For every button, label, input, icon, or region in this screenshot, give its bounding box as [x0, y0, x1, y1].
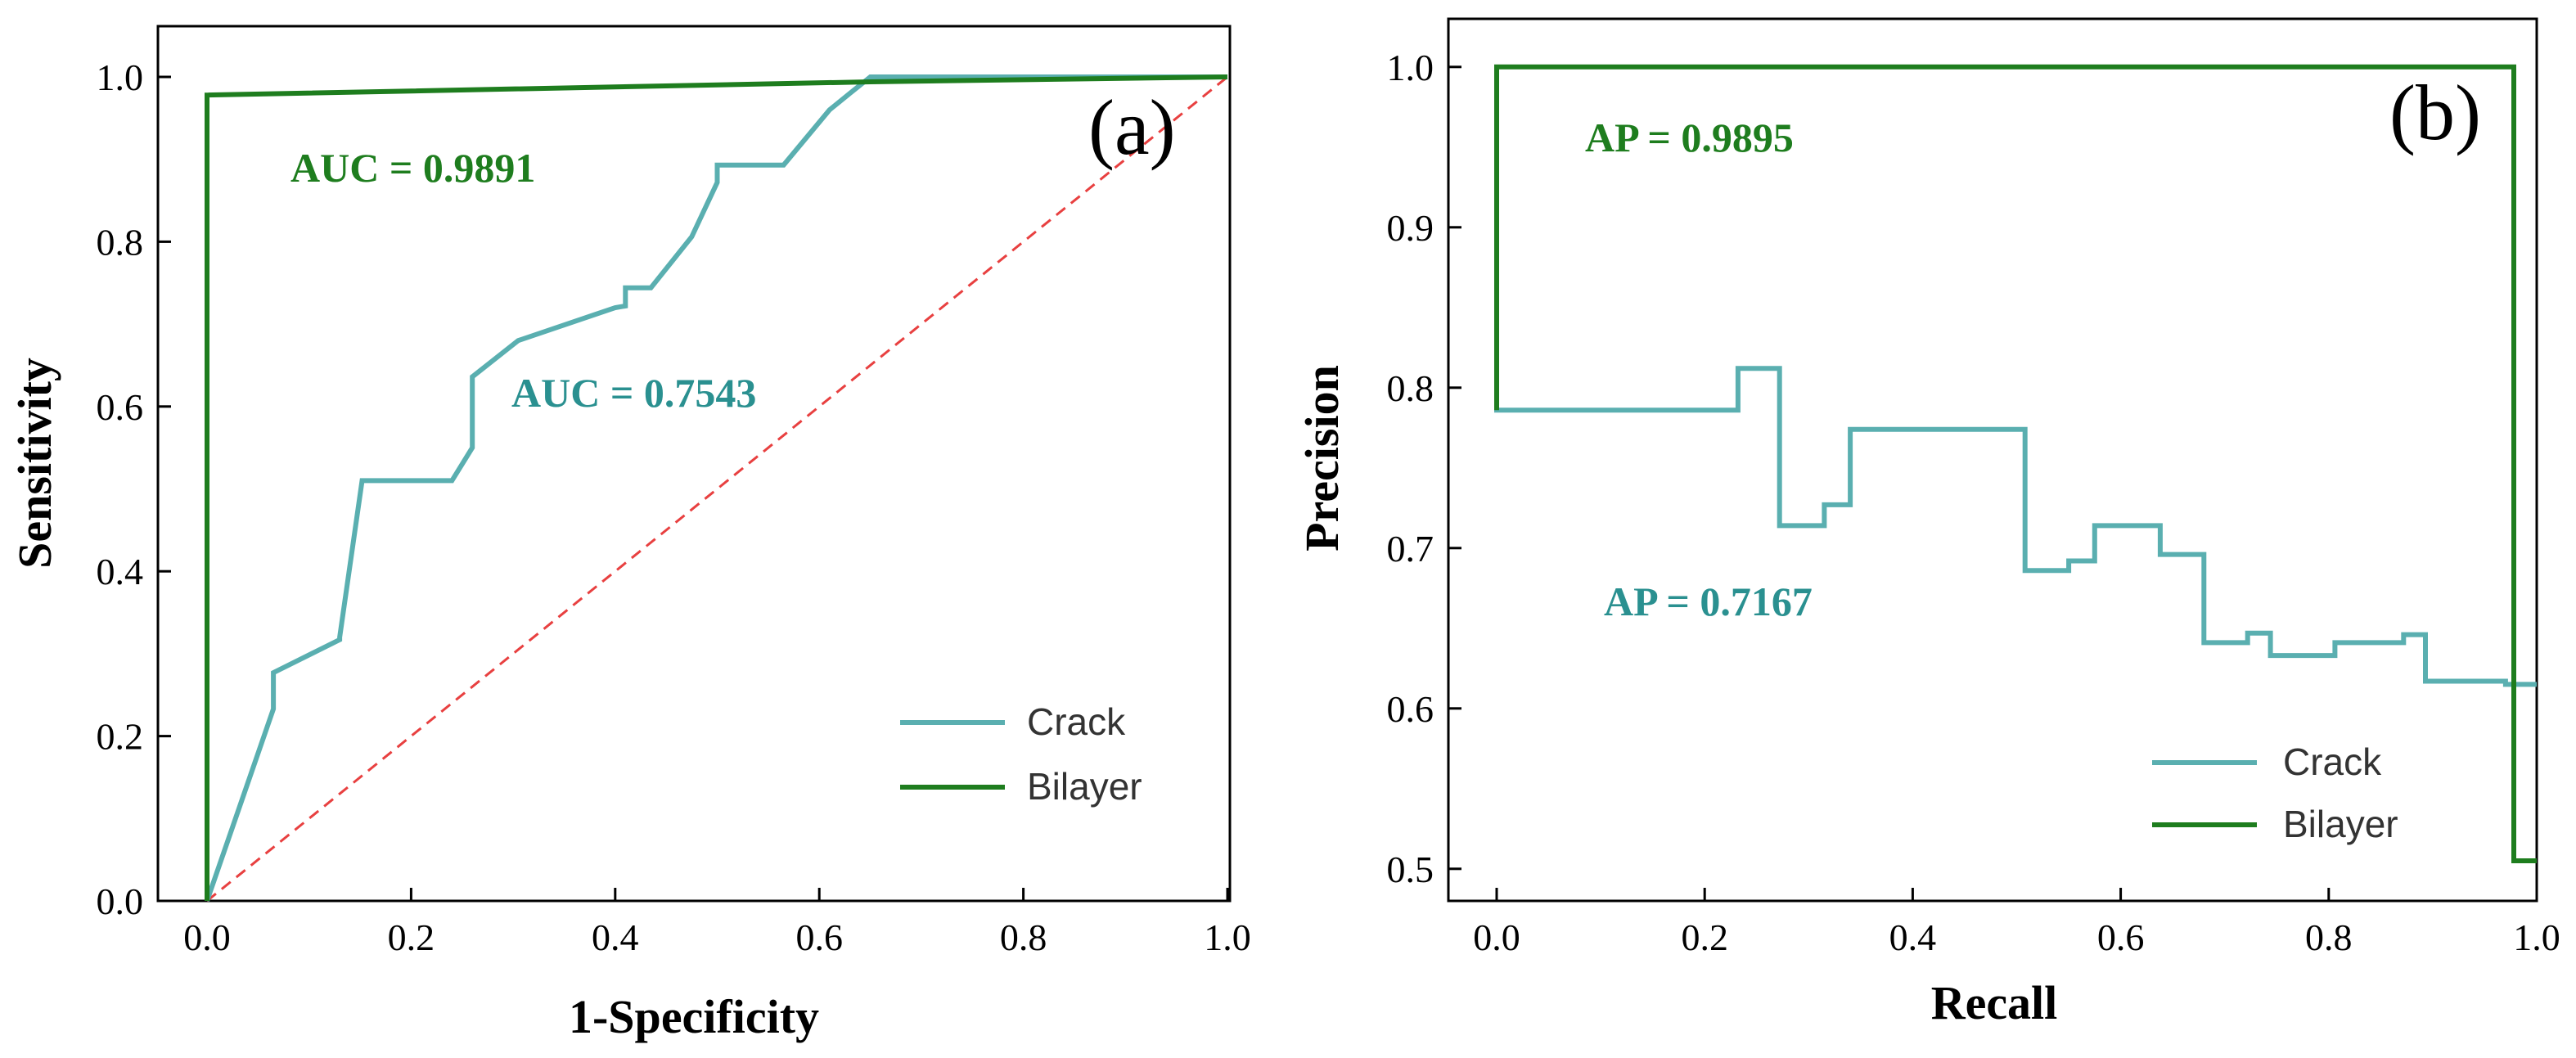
- a-x-tick-label: 0.2: [388, 916, 435, 958]
- panel-a-random-diagonal: [206, 75, 1228, 903]
- b-y-tick-label: 0.9: [1387, 207, 1434, 249]
- b-x-tick-label: 0.6: [2097, 916, 2145, 958]
- a-x-tick-label: 0.4: [592, 916, 639, 958]
- a-y-tick-label: 0.0: [97, 880, 144, 922]
- panel-a-legend-bilayer-label: Bilayer: [1027, 765, 1142, 808]
- panel-a-auc-bilayer: AUC = 0.9891: [290, 145, 535, 191]
- panel-a-legend-crack-label: Crack: [1027, 700, 1126, 743]
- a-y-tick-label: 1.0: [97, 56, 144, 98]
- panel-a-tag: (a): [1088, 83, 1176, 171]
- a-y-tick-label: 0.2: [97, 716, 144, 758]
- a-y-tick-label: 0.8: [97, 221, 144, 263]
- b-y-tick-label: 1.0: [1387, 47, 1434, 88]
- a-y-tick-label: 0.4: [97, 551, 144, 592]
- panel-b-plot-frame: [1447, 17, 2538, 903]
- b-x-tick-label: 1.0: [2513, 916, 2560, 958]
- panel-b-legend-bilayer-label: Bilayer: [2283, 803, 2398, 845]
- panel-a-legend: Crack Bilayer: [900, 700, 1142, 808]
- panel-b-legend: Crack Bilayer: [2152, 741, 2398, 845]
- a-x-tick-label: 0.8: [1000, 916, 1047, 958]
- panel-b: 0.5 0.6 0.7 0.8 0.9 1.0 0.0 0.2 0.4 0.6 0.8 1.0 (b…: [1295, 17, 2560, 1029]
- panel-b-ap-bilayer: AP = 0.9895: [1585, 115, 1794, 160]
- panel-b-x-axis-title: Recall: [1931, 976, 2058, 1029]
- panel-b-bilayer-curve: [1494, 64, 2537, 863]
- panel-a-crack-curve: [205, 74, 1227, 902]
- a-x-tick-label: 0.0: [183, 916, 231, 958]
- panel-a-bilayer-curve: [205, 74, 1228, 901]
- panel-a: 0.0 0.2 0.4 0.6 0.8 1.0 0.0 0.2 0.4 0.6 0.8 1.0 (a…: [8, 25, 1251, 1043]
- b-y-tick-label: 0.7: [1387, 528, 1434, 570]
- panel-a-y-axis-title: Sensitivity: [8, 358, 61, 569]
- b-y-tick-label: 0.6: [1387, 688, 1434, 730]
- panel-a-x-axis-title: 1-Specificity: [569, 990, 819, 1043]
- panel-b-y-axis-title: Precision: [1295, 365, 1349, 552]
- panel-b-crack-curve: [1494, 66, 2537, 687]
- a-y-tick-label: 0.6: [97, 386, 144, 428]
- a-x-tick-label: 0.6: [795, 916, 843, 958]
- b-x-tick-label: 0.2: [1681, 916, 1728, 958]
- b-x-tick-label: 0.0: [1473, 916, 1520, 958]
- panel-b-legend-crack-label: Crack: [2283, 741, 2382, 783]
- b-y-tick-label: 0.5: [1387, 849, 1434, 890]
- a-x-tick-label: 1.0: [1204, 916, 1251, 958]
- b-x-tick-label: 0.4: [1889, 916, 1937, 958]
- panel-a-plot-frame: [156, 25, 1232, 903]
- b-x-tick-label: 0.8: [2305, 916, 2353, 958]
- b-y-tick-label: 0.8: [1387, 367, 1434, 409]
- panel-b-ap-crack: AP = 0.7167: [1604, 579, 1813, 624]
- panel-b-tag: (b): [2389, 69, 2481, 156]
- panel-a-auc-crack: AUC = 0.7543: [511, 370, 756, 416]
